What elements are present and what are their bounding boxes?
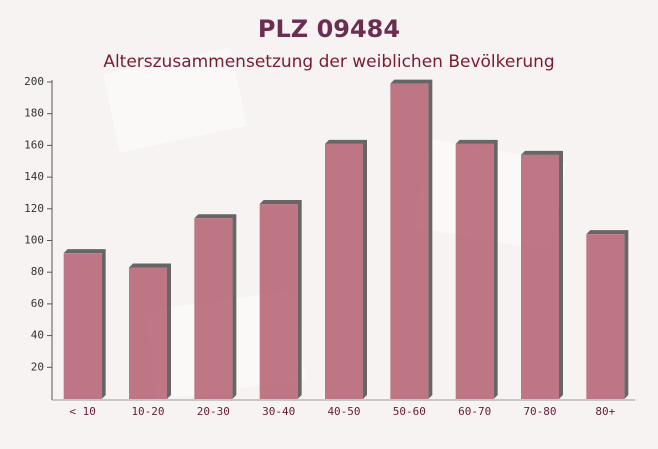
y-tick-label: 80 [31, 265, 44, 278]
bar [521, 154, 559, 399]
x-tick-label: 70-80 [523, 405, 556, 418]
y-tick-label: 180 [24, 107, 44, 120]
bar [63, 253, 102, 399]
y-tick-label: 60 [31, 297, 44, 310]
x-tick-label: 20-30 [197, 405, 230, 418]
x-tick-label: 50-60 [393, 405, 426, 418]
bar [390, 83, 429, 400]
x-tick-label: 40-50 [327, 405, 360, 418]
y-tick-label: 200 [24, 75, 44, 88]
chart-subtitle: Alterszusammensetzung der weiblichen Bev… [103, 52, 554, 72]
x-tick-label: < 10 [69, 405, 96, 418]
x-tick-label: 60-70 [458, 405, 491, 418]
y-tick-label: 140 [24, 170, 44, 183]
y-tick-label: 100 [24, 234, 44, 247]
y-tick-label: 20 [31, 360, 44, 373]
y-tick-label: 160 [24, 138, 44, 151]
bar [129, 267, 167, 399]
x-tick-label: 80+ [595, 405, 615, 418]
decor [103, 47, 247, 153]
x-tick-label: 30-40 [262, 405, 295, 418]
bar [325, 143, 363, 399]
y-tick-label: 120 [24, 202, 44, 215]
bar [455, 143, 494, 399]
chart-title: PLZ 09484 [258, 15, 400, 43]
bar [194, 218, 233, 399]
y-tick-label: 40 [31, 329, 44, 342]
bar [586, 234, 625, 399]
bar [259, 204, 298, 399]
x-tick-label: 10-20 [131, 405, 164, 418]
